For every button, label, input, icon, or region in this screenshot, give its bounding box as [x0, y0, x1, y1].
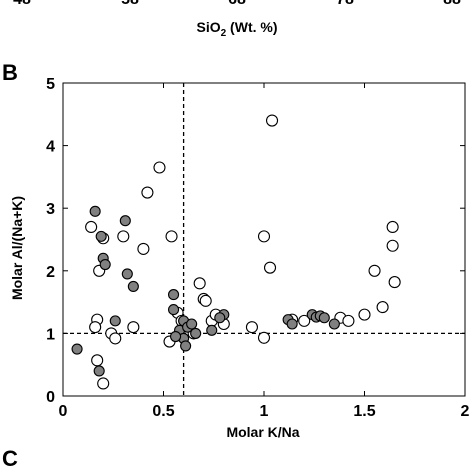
- data-point-open: [109, 332, 122, 345]
- top-tick-label: 58: [121, 0, 139, 8]
- plot-area: 0 0.5 1 1.5 2 0 1 2 3 4 5: [46, 76, 469, 420]
- data-point-open: [141, 186, 154, 199]
- data-point-open: [89, 321, 102, 334]
- data-point-open: [386, 239, 399, 252]
- data-point-filled: [286, 318, 298, 330]
- y-tick-label: 2: [46, 264, 55, 281]
- data-point-open: [257, 230, 271, 243]
- x-tick-label: 1.5: [353, 403, 375, 420]
- y-tick-label: 4: [46, 139, 55, 156]
- data-point-open: [85, 220, 98, 234]
- data-point-open: [97, 377, 110, 390]
- data-point-filled: [99, 258, 111, 271]
- data-point-open: [257, 331, 271, 344]
- data-point-open: [263, 261, 277, 274]
- data-point-open: [265, 114, 279, 127]
- data-point-filled: [168, 289, 180, 301]
- data-point-filled: [93, 365, 105, 377]
- data-point-open: [117, 230, 130, 243]
- data-point-open: [342, 314, 355, 327]
- y-tick-label: 0: [46, 389, 55, 406]
- top-panel-fragment: 48 58 68 78 88 SiO2 (Wt. %): [13, 0, 461, 39]
- x-tick-label: 0: [59, 403, 68, 420]
- data-point-filled: [318, 312, 330, 324]
- data-point-filled: [121, 268, 133, 280]
- top-xlabel: SiO2 (Wt. %): [196, 19, 277, 39]
- x-axis: 0 0.5 1 1.5 2: [59, 83, 470, 420]
- y-tick-label: 3: [46, 201, 55, 218]
- data-point-filled: [95, 230, 107, 242]
- data-point-open: [91, 354, 104, 367]
- panel-letter-c: C: [2, 446, 18, 471]
- data-point-filled: [71, 343, 83, 355]
- data-point-open: [376, 301, 389, 314]
- data-point-filled: [168, 304, 180, 316]
- data-point-open: [358, 308, 371, 321]
- y-tick-label: 1: [46, 326, 55, 343]
- y-axis: 0 1 2 3 4 5: [46, 76, 465, 406]
- panel-letter-b: B: [2, 60, 18, 85]
- x-tick-label: 0.5: [152, 403, 174, 420]
- data-point-open: [386, 220, 399, 234]
- data-point-open: [199, 294, 212, 307]
- data-point-open: [165, 230, 178, 243]
- data-point-open: [153, 161, 166, 174]
- x-tick-label: 2: [461, 403, 470, 420]
- data-point-open: [245, 321, 258, 334]
- data-point-filled: [206, 324, 218, 336]
- data-point-filled: [186, 318, 198, 330]
- data-point-open: [137, 242, 150, 255]
- data-point-filled: [214, 312, 226, 324]
- data-point-filled: [89, 205, 101, 217]
- data-point-open: [298, 314, 311, 327]
- top-tick-label: 48: [13, 0, 31, 8]
- data-point-filled: [190, 327, 202, 339]
- data-point-filled: [180, 340, 192, 352]
- data-points: [71, 114, 401, 390]
- x-tick-label: 1: [260, 403, 269, 420]
- data-point-open: [388, 276, 401, 289]
- data-point-open: [127, 321, 140, 334]
- data-point-filled: [170, 330, 182, 343]
- x-axis-label: Molar K/Na: [226, 424, 299, 440]
- data-point-filled: [328, 318, 340, 330]
- top-tick-label: 68: [228, 0, 246, 8]
- y-tick-label: 5: [46, 76, 55, 93]
- data-point-filled: [119, 215, 131, 227]
- data-point-open: [368, 264, 381, 277]
- top-tick-label: 78: [336, 0, 354, 8]
- y-axis-label: Molar Al/(Na+K): [9, 196, 25, 300]
- top-tick-label: 88: [443, 0, 461, 8]
- data-point-filled: [109, 315, 121, 327]
- data-point-filled: [127, 280, 139, 293]
- data-point-open: [193, 277, 206, 290]
